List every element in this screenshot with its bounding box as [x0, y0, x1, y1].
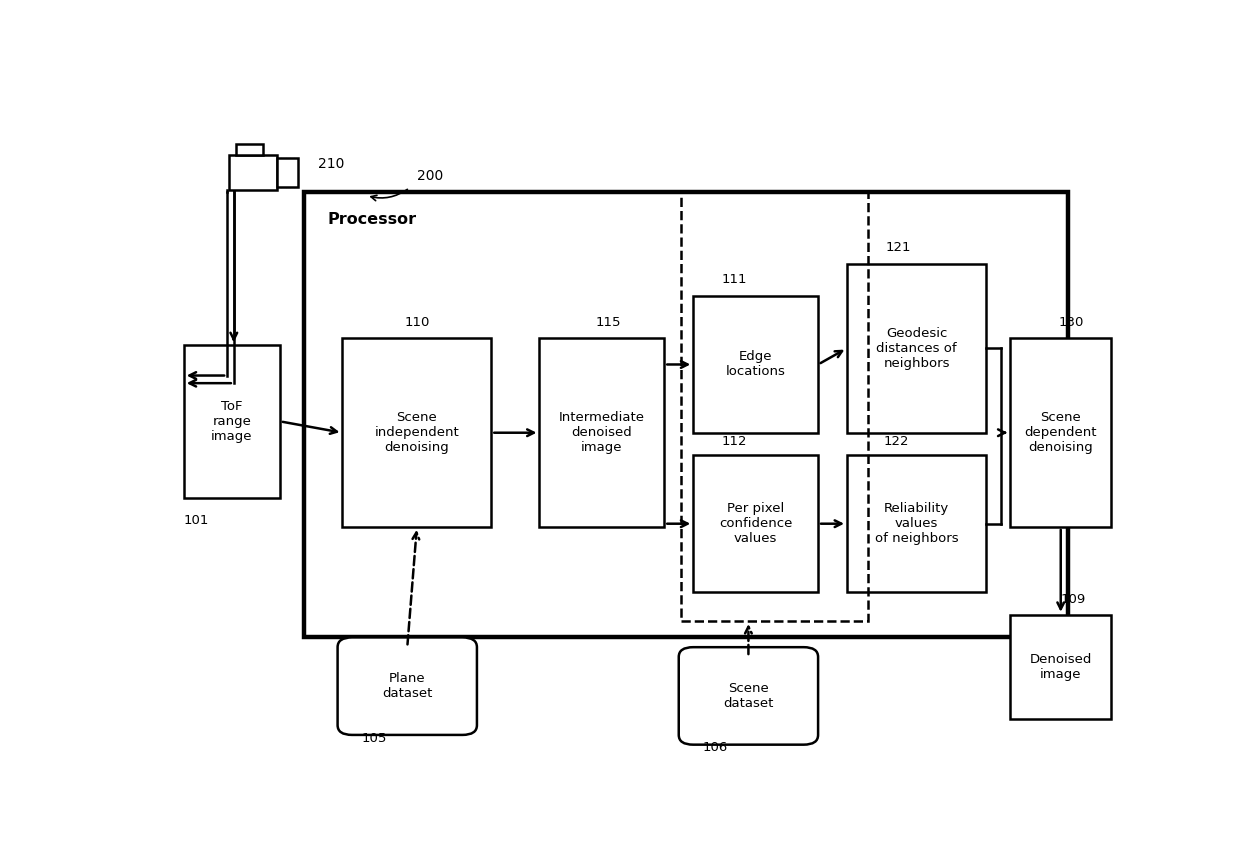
Text: 105: 105 [362, 732, 387, 744]
FancyBboxPatch shape [1011, 338, 1111, 527]
Text: 115: 115 [595, 316, 621, 329]
Text: Reliability
values
of neighbors: Reliability values of neighbors [874, 502, 959, 545]
FancyBboxPatch shape [304, 192, 1068, 637]
FancyBboxPatch shape [693, 456, 818, 592]
FancyBboxPatch shape [337, 637, 477, 735]
Text: Plane
dataset: Plane dataset [382, 672, 433, 701]
FancyBboxPatch shape [1011, 614, 1111, 719]
Text: Scene
dataset: Scene dataset [723, 682, 774, 710]
Text: 121: 121 [885, 241, 911, 254]
Text: Denoised
image: Denoised image [1029, 652, 1092, 680]
FancyBboxPatch shape [539, 338, 665, 527]
FancyBboxPatch shape [678, 647, 818, 744]
Text: Per pixel
confidence
values: Per pixel confidence values [719, 502, 792, 545]
Text: Edge
locations: Edge locations [725, 350, 786, 378]
Text: 110: 110 [404, 316, 430, 329]
Text: 106: 106 [703, 741, 728, 755]
Text: Geodesic
distances of
neighbors: Geodesic distances of neighbors [877, 327, 957, 370]
FancyBboxPatch shape [236, 143, 263, 154]
FancyBboxPatch shape [277, 158, 298, 187]
FancyBboxPatch shape [693, 296, 818, 433]
Text: 112: 112 [722, 435, 748, 447]
Text: 109: 109 [1060, 593, 1085, 606]
Text: ToF
range
image: ToF range image [211, 400, 253, 443]
Text: 210: 210 [319, 157, 345, 171]
Text: 200: 200 [418, 169, 444, 183]
Text: Scene
dependent
denoising: Scene dependent denoising [1024, 411, 1097, 454]
FancyBboxPatch shape [184, 345, 280, 498]
Text: Scene
independent
denoising: Scene independent denoising [374, 411, 459, 454]
Text: 130: 130 [1058, 316, 1084, 329]
FancyBboxPatch shape [342, 338, 491, 527]
FancyBboxPatch shape [229, 154, 277, 190]
FancyBboxPatch shape [847, 263, 986, 433]
Text: Intermediate
denoised
image: Intermediate denoised image [559, 411, 645, 454]
Text: 101: 101 [184, 514, 210, 527]
Text: 111: 111 [722, 273, 748, 286]
FancyBboxPatch shape [847, 456, 986, 592]
Text: 122: 122 [883, 435, 909, 447]
Text: Processor: Processor [327, 212, 417, 227]
